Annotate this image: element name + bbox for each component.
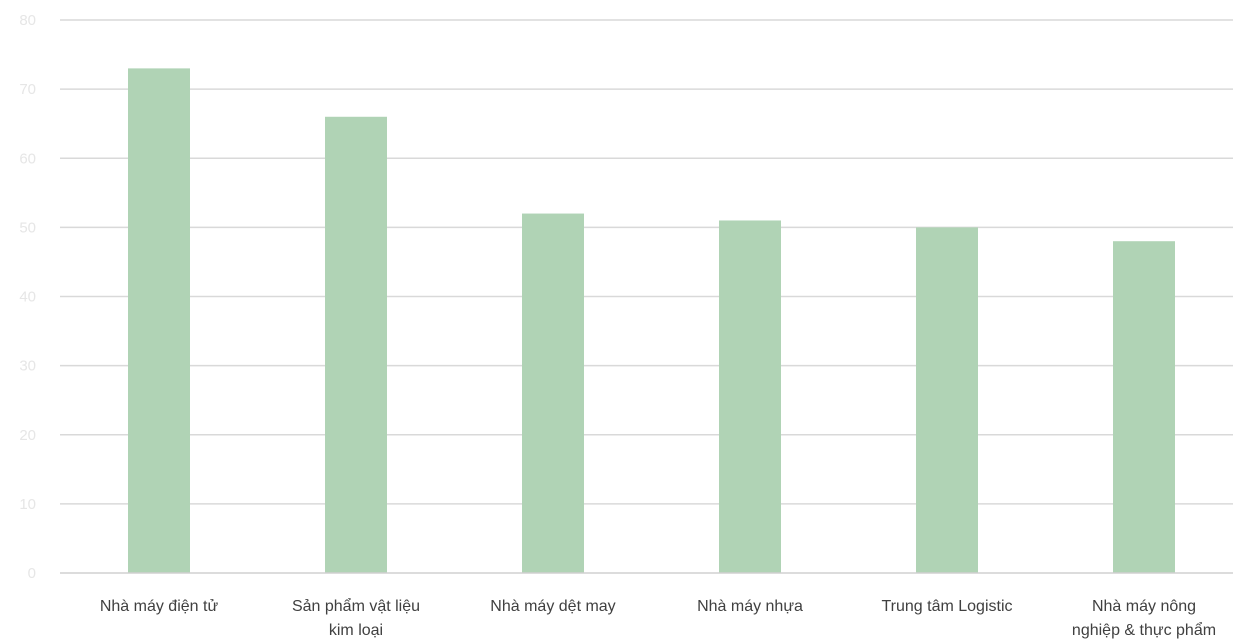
x-category-label: Nhà máy điện tử bbox=[100, 598, 219, 615]
x-category-label: Nhà máy nhựa bbox=[697, 598, 803, 615]
x-category-label: Trung tâm Logistic bbox=[881, 598, 1012, 615]
bar bbox=[325, 116, 387, 574]
x-category-label: Nhà máy dệt may bbox=[490, 598, 615, 615]
bar bbox=[1113, 241, 1175, 573]
x-category-label: Nhà máy nông bbox=[1092, 598, 1196, 615]
y-tick-label: 70 bbox=[19, 81, 36, 98]
y-tick-label: 30 bbox=[19, 358, 36, 375]
y-tick-label: 20 bbox=[19, 427, 36, 444]
x-category-label: kim loại bbox=[329, 622, 383, 639]
gridlines bbox=[60, 19, 1233, 505]
bar bbox=[522, 213, 584, 574]
x-axis-labels: Nhà máy điện tử Sản phẩm vật liệu kim loại… bbox=[100, 597, 1216, 639]
y-tick-label: 40 bbox=[19, 289, 36, 306]
y-tick-label: 60 bbox=[19, 150, 36, 167]
bar bbox=[916, 227, 978, 573]
bars bbox=[128, 68, 1175, 574]
y-tick-label: 0 bbox=[28, 565, 36, 582]
y-tick-label: 80 bbox=[19, 12, 36, 29]
x-category-label: nghiệp & thực phẩm bbox=[1072, 621, 1216, 639]
bar bbox=[128, 68, 190, 573]
y-tick-label: 10 bbox=[19, 496, 36, 513]
y-tick-label: 50 bbox=[19, 219, 36, 236]
y-axis-ticks: 0 10 20 30 40 50 60 70 80 bbox=[19, 12, 36, 582]
x-category-label: Sản phẩm vật liệu bbox=[292, 597, 420, 615]
bar bbox=[719, 220, 781, 573]
